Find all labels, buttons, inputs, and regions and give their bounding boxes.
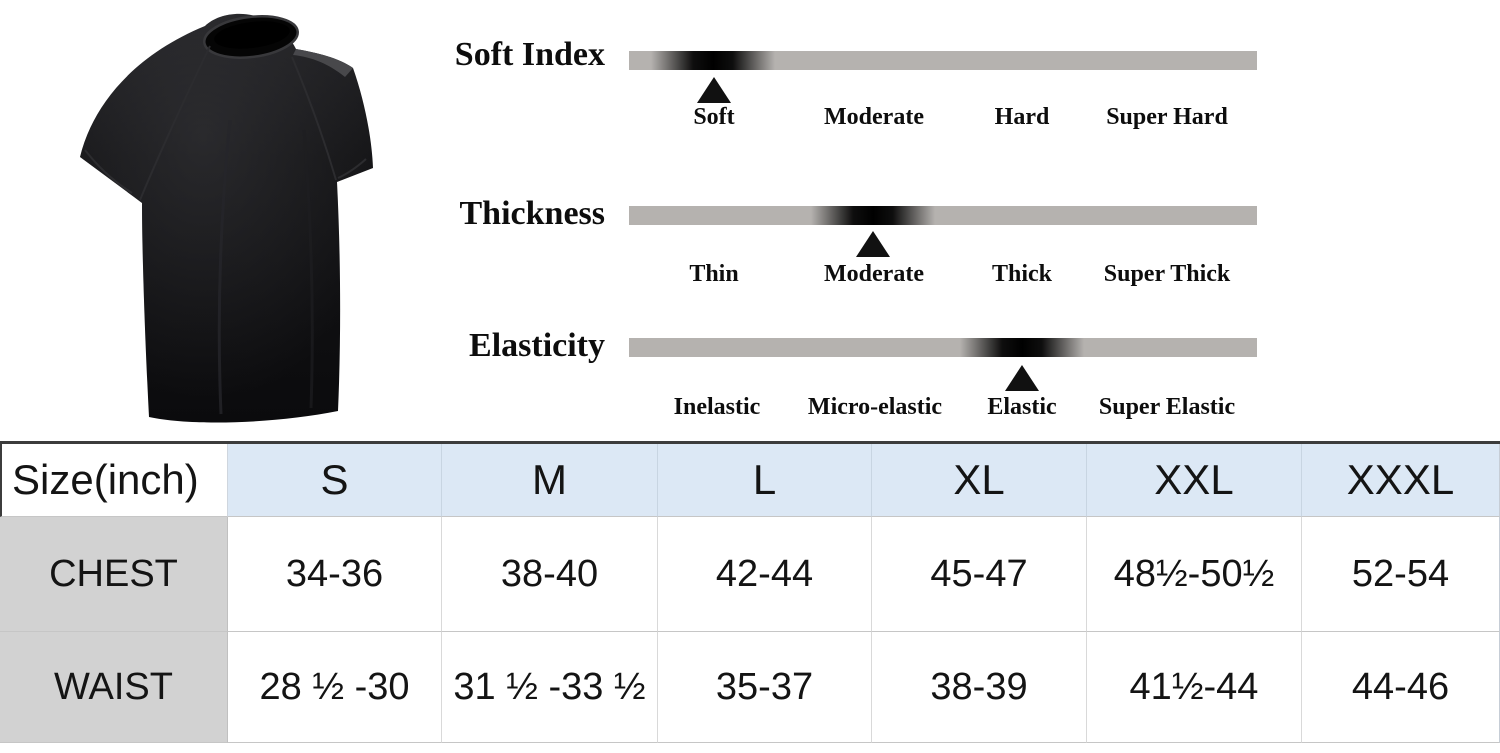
scale-value-spot <box>811 206 935 225</box>
level-label: Thick <box>991 261 1053 287</box>
scale-levels-elasticity: Inelastic Micro-elastic Elastic Super El… <box>0 394 1500 424</box>
size-table-header-s: S <box>228 444 442 517</box>
scale-title-elasticity: Elasticity <box>469 327 605 364</box>
size-table-header-size-inch: Size(inch) <box>0 444 228 517</box>
tshirt-sheen <box>80 13 373 423</box>
scale-title-thickness: Thickness <box>459 195 606 232</box>
chest-value-xl: 45-47 <box>872 517 1087 632</box>
level-label: Moderate <box>824 261 924 287</box>
size-table-header-xxxl: XXXL <box>1302 444 1500 517</box>
chest-value-s: 34-36 <box>228 517 442 632</box>
scale-levels-thickness: Thin Moderate Thick Super Thick <box>0 261 1500 291</box>
scale-levels-soft-index: Soft Moderate Hard Super Hard <box>0 104 1500 134</box>
chest-value-xxxl: 52-54 <box>1302 517 1500 632</box>
waist-value-s: 28 ½ -30 <box>228 632 442 743</box>
tshirt-right-seam <box>291 56 337 181</box>
tshirt-product-image <box>80 13 373 423</box>
tshirt-right-cuff-seam <box>337 158 367 179</box>
level-label: Thin <box>689 261 739 287</box>
waist-value-l: 35-37 <box>658 632 872 743</box>
chest-value-m: 38-40 <box>442 517 658 632</box>
level-label: Elastic <box>987 394 1057 420</box>
waist-value-m: 31 ½ -33 ½ <box>442 632 658 743</box>
scale-bar-elasticity <box>629 338 1257 357</box>
waist-row-label: WAIST <box>0 632 228 743</box>
marker-triangle-icon <box>856 231 890 257</box>
size-table-header-m: M <box>442 444 658 517</box>
scale-title-soft-index: Soft Index <box>454 36 605 73</box>
level-label: Hard <box>994 104 1050 130</box>
level-label: Inelastic <box>673 394 761 420</box>
level-label: Super Thick <box>1103 261 1231 287</box>
level-label: Super Elastic <box>1098 394 1236 420</box>
scale-bar-thickness <box>629 206 1257 225</box>
level-label: Soft <box>693 104 735 130</box>
size-table: Size(inch) S M L XL XXL XXXL CHEST 34-36… <box>0 441 1500 743</box>
level-label: Moderate <box>824 104 924 130</box>
size-table-header-xxl: XXL <box>1087 444 1302 517</box>
tshirt-left-cuff-seam <box>84 149 133 194</box>
scale-value-spot <box>960 338 1084 357</box>
chest-row-label: CHEST <box>0 517 228 632</box>
tshirt-fold <box>302 129 314 409</box>
tshirt-fold <box>217 119 232 415</box>
level-label: Micro-elastic <box>807 394 943 420</box>
marker-triangle-icon <box>1005 365 1039 391</box>
waist-value-xl: 38-39 <box>872 632 1087 743</box>
tshirt-shoulder-highlight <box>293 49 353 77</box>
tshirt-collar-opening <box>214 21 290 49</box>
waist-value-xxxl: 44-46 <box>1302 632 1500 743</box>
chest-value-xxl: 48½-50½ <box>1087 517 1302 632</box>
attributes-section: Soft Index Soft Moderate Hard Super Hard… <box>0 13 1500 424</box>
marker-triangle-icon <box>697 77 731 103</box>
size-table-header-l: L <box>658 444 872 517</box>
level-label: Super Hard <box>1106 104 1228 130</box>
scale-bar-soft-index <box>629 51 1257 70</box>
size-table-header-xl: XL <box>872 444 1087 517</box>
scale-value-spot <box>651 51 775 70</box>
chest-value-l: 42-44 <box>658 517 872 632</box>
waist-value-xxl: 41½-44 <box>1087 632 1302 743</box>
tshirt-left-seam <box>139 45 211 201</box>
